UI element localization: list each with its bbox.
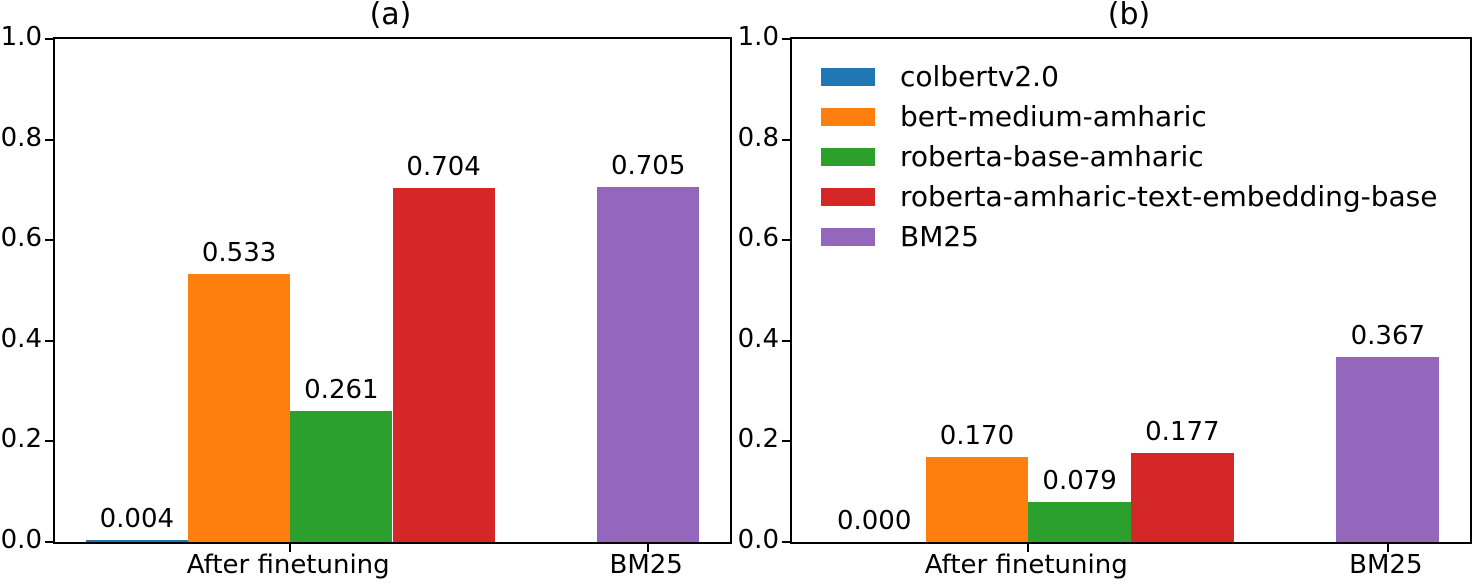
x-tick-label: After finetuning (186, 550, 390, 580)
y-tick-label: 0.0 (0, 525, 42, 555)
y-tick-mark (45, 440, 53, 443)
y-tick-label: 0.2 (737, 424, 779, 455)
bar-value-label: 0.004 (99, 504, 175, 534)
bar-value-label: 0.533 (201, 237, 277, 268)
legend: colbertv2.0 bert-medium-amharic roberta-ba… (821, 63, 1437, 268)
bar-value-label: 0.079 (1042, 466, 1117, 497)
plot-area: 0.004 0.533 0.261 0.704 0.705 (45, 37, 732, 552)
y-tick-mark (782, 339, 790, 342)
bar-roberta-base-amharic (1028, 502, 1131, 542)
x-tick-mark (1386, 544, 1389, 552)
legend-swatch (821, 228, 875, 246)
legend-swatch (821, 188, 875, 206)
y-tick-mark (45, 38, 53, 40)
y-tick-mark (45, 239, 53, 242)
bar-roberta-amharic-text-embedding-base (392, 187, 495, 542)
y-tick-mark (45, 339, 53, 342)
x-tick-label: BM25 (609, 550, 683, 580)
y-tick-label: 0.0 (737, 525, 779, 555)
bar-value-label: 0.170 (939, 420, 1015, 451)
legend-swatch (821, 68, 875, 86)
legend-item-label: BM25 (900, 220, 979, 253)
bar-roberta-base-amharic (290, 410, 393, 542)
bar-BM25 (1336, 357, 1440, 542)
plot-area: 0.000 0.170 0.079 0.177 0.367 colbertv2.0 bert… (782, 37, 1472, 552)
legend-row: BM25 (821, 223, 1437, 251)
legend-row: bert-medium-amharic (821, 103, 1437, 131)
y-tick-mark (782, 138, 790, 141)
y-tick-label: 0.2 (0, 424, 42, 455)
legend-swatch (821, 148, 875, 166)
y-tick-mark (782, 239, 790, 242)
legend-item-label: bert-medium-amharic (900, 100, 1207, 133)
x-tick-mark (289, 544, 292, 552)
y-tick-mark (782, 38, 790, 40)
y-tick-label: 0.4 (737, 323, 779, 354)
x-tick-mark (647, 544, 650, 552)
legend-item-label: roberta-base-amharic (900, 140, 1204, 173)
legend-row: colbertv2.0 (821, 63, 1437, 91)
legend-item-label: colbertv2.0 (900, 60, 1059, 93)
bar-roberta-amharic-text-embedding-base (1131, 452, 1234, 542)
bar-value-label: 0.177 (1145, 416, 1220, 447)
y-tick-mark (45, 541, 53, 543)
bar-bert-medium-amharic (187, 273, 291, 542)
y-tick-mark (45, 138, 53, 141)
legend-row: roberta-base-amharic (821, 143, 1437, 171)
legend-row: roberta-amharic-text-embedding-base (821, 183, 1437, 211)
legend-item-label: roberta-amharic-text-embedding-base (900, 180, 1438, 213)
bar-value-label: 0.705 (610, 151, 686, 182)
chart-a: (a) 0.004 0.533 0.261 0.704 0.705 0.0 0.2 0.4 0… (0, 0, 732, 580)
chart-title: (a) (369, 0, 412, 32)
chart-title: (b) (1107, 0, 1151, 32)
y-tick-label: 0.8 (0, 122, 42, 153)
bar-value-label: 0.000 (836, 506, 912, 536)
y-tick-label: 0.4 (0, 323, 42, 354)
y-tick-label: 0.6 (0, 223, 42, 254)
y-tick-label: 0.8 (737, 122, 779, 153)
bar-value-label: 0.367 (1350, 321, 1426, 352)
y-tick-mark (782, 440, 790, 443)
bar-BM25 (597, 187, 700, 542)
bar-colbertv2.0 (85, 540, 188, 542)
chart-b: (b) 0.000 0.170 0.079 0.177 0.367 colbertv2.0… (737, 0, 1474, 585)
y-tick-mark (782, 541, 790, 543)
bar-bert-medium-amharic (925, 456, 1029, 542)
bar-value-label: 0.261 (304, 374, 379, 405)
y-tick-label: 1.0 (737, 22, 779, 52)
y-tick-label: 1.0 (0, 22, 42, 52)
x-tick-label: After finetuning (924, 550, 1128, 580)
bar-value-label: 0.704 (406, 151, 481, 182)
legend-swatch (821, 108, 875, 126)
x-tick-label: BM25 (1349, 550, 1423, 580)
x-tick-mark (1027, 544, 1030, 552)
y-tick-label: 0.6 (737, 223, 779, 254)
